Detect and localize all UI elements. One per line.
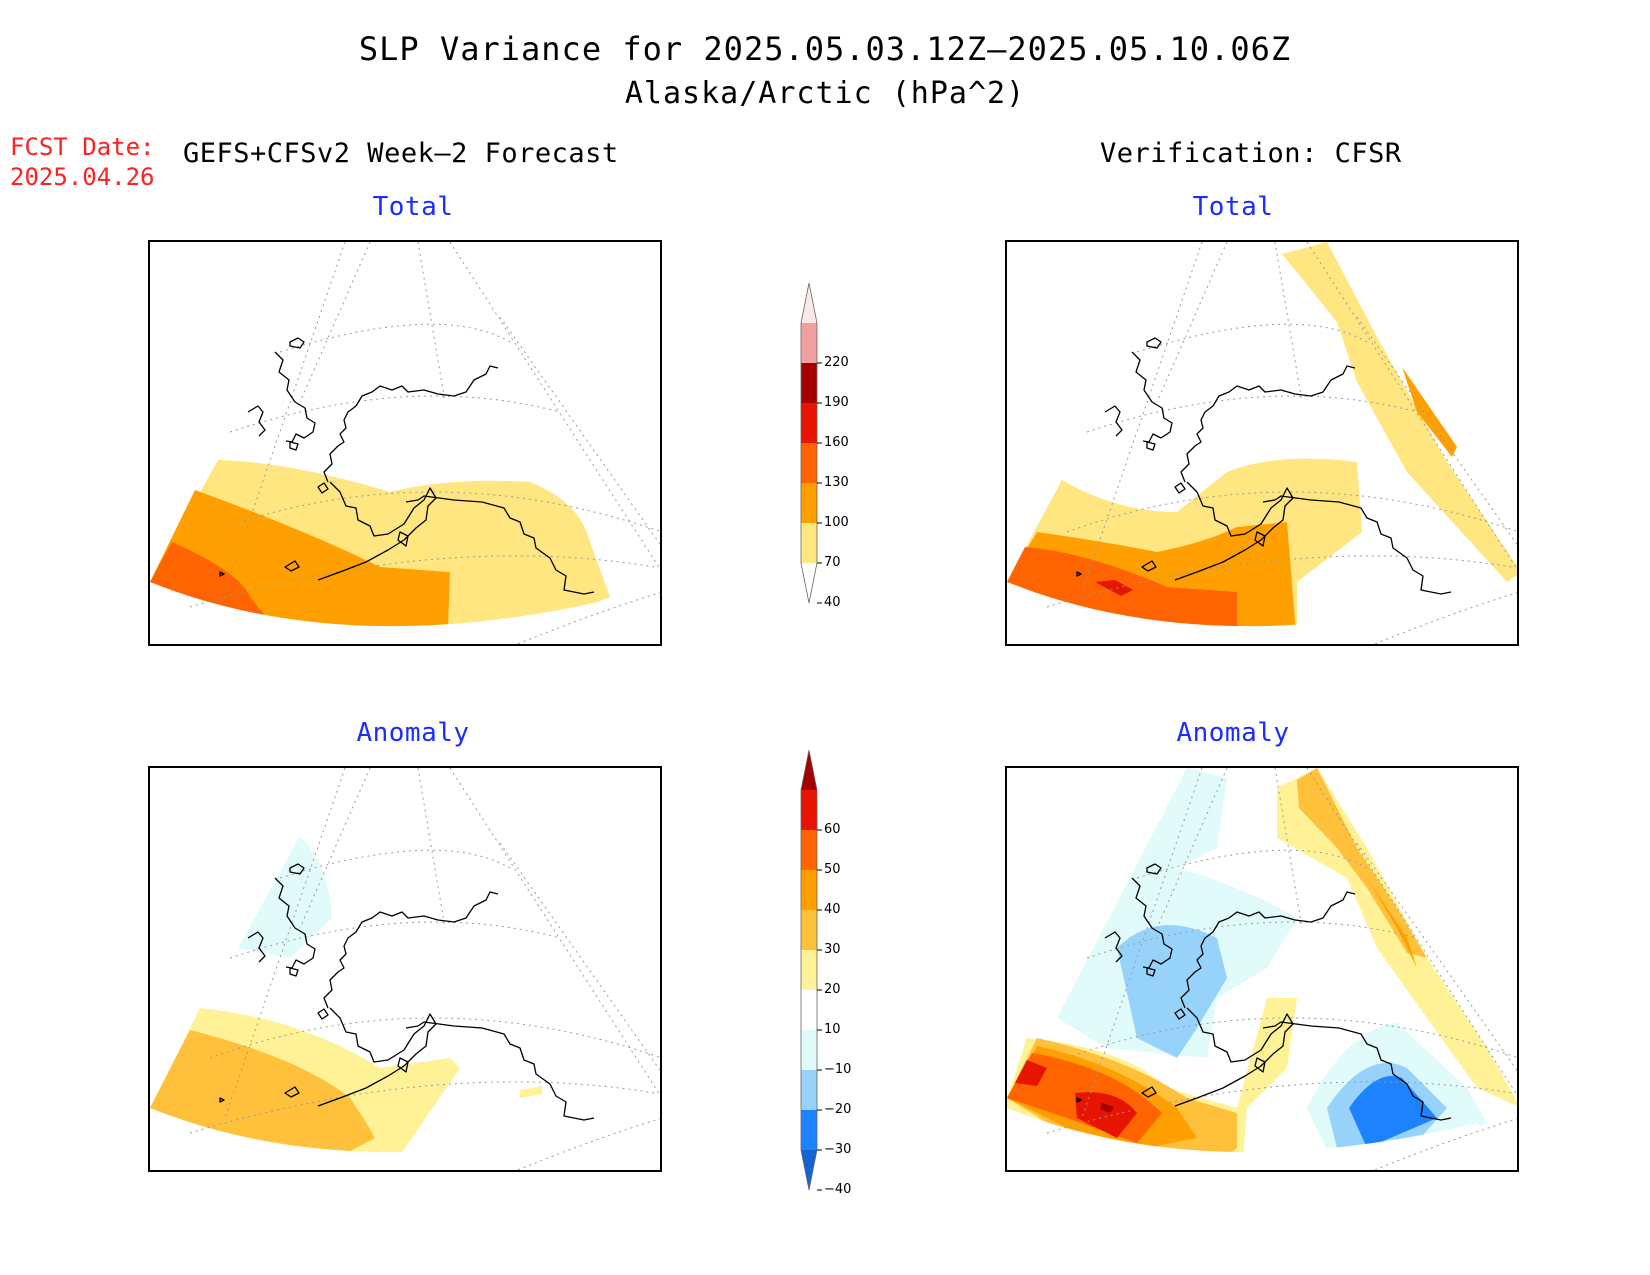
shade-20-30-band — [1297, 768, 1427, 958]
colorbar-band — [801, 910, 817, 950]
colorbar-band — [801, 483, 817, 523]
colorbar-band — [801, 363, 817, 403]
colorbar-label: 130 — [824, 475, 849, 490]
colorbar-label: 10 — [824, 1022, 841, 1037]
shade-130-160 — [1095, 580, 1133, 596]
colorbar-band — [801, 323, 817, 363]
forecast-anomaly-subtitle: Anomaly — [356, 718, 470, 748]
shade-40-70-band — [1282, 242, 1517, 582]
shade-gt60-south — [1100, 1103, 1114, 1113]
colorbar-label: 40 — [824, 902, 841, 917]
colorbar-band — [801, 1110, 817, 1150]
shade-m10-m20 — [238, 836, 332, 958]
colorbar-band — [801, 1070, 817, 1110]
shade-10-20-band — [1277, 768, 1517, 1107]
colorbar-band — [801, 523, 817, 563]
total-colorbar — [800, 283, 822, 604]
forecast-total-map — [148, 240, 662, 646]
verify-total-map-svg — [1007, 242, 1517, 644]
anomaly-colorbar-bands — [800, 750, 818, 1191]
main-title: SLP Variance for 2025.05.03.12Z–2025.05.… — [358, 30, 1292, 68]
colorbar-label: 20 — [824, 982, 841, 997]
colorbar-band — [801, 990, 817, 1030]
colorbar-band — [801, 830, 817, 870]
colorbar-label: 60 — [824, 822, 841, 837]
fcst-date-value: 2025.04.26 — [10, 163, 155, 191]
forecast-anomaly-map — [148, 766, 662, 1172]
anomaly-colorbar — [800, 750, 822, 1191]
colorbar-label: 70 — [824, 555, 841, 570]
total-colorbar-bands — [800, 283, 818, 604]
verify-anomaly-map-svg — [1007, 768, 1517, 1170]
colorbar-label: −10 — [824, 1062, 852, 1077]
colorbar-label: 190 — [824, 395, 849, 410]
colorbar-band — [801, 950, 817, 990]
colorbar-bottom-triangle — [801, 1150, 817, 1190]
shade-10-20-small — [520, 1086, 542, 1098]
colorbar-bottom-triangle — [801, 563, 817, 603]
verification-header: Verification: CFSR — [1100, 138, 1402, 169]
shade-m30-m40 — [1349, 1076, 1437, 1148]
colorbar-label: 50 — [824, 862, 841, 877]
verify-anomaly-subtitle: Anomaly — [1176, 718, 1290, 748]
colorbar-label: 160 — [824, 435, 849, 450]
colorbar-label: 30 — [824, 942, 841, 957]
colorbar-label: −20 — [824, 1102, 852, 1117]
colorbar-label: 40 — [824, 595, 841, 610]
colorbar-top-triangle — [801, 283, 817, 323]
verify-total-subtitle: Total — [1192, 192, 1274, 222]
shade-m10-m20-north — [1057, 768, 1297, 1058]
colorbar-label: 220 — [824, 355, 849, 370]
verify-anomaly-map — [1005, 766, 1519, 1172]
fcst-date-label: FCST Date: — [10, 133, 155, 161]
colorbar-band — [801, 1030, 817, 1070]
shade-50-60-south — [1015, 1060, 1137, 1138]
colorbar-band — [801, 443, 817, 483]
colorbar-band — [801, 790, 817, 830]
colorbar-top-triangle — [801, 750, 817, 790]
colorbar-label: 100 — [824, 515, 849, 530]
forecast-total-map-svg — [150, 242, 660, 644]
colorbar-band — [801, 403, 817, 443]
colorbar-label: −40 — [824, 1182, 852, 1197]
verify-total-map — [1005, 240, 1519, 646]
forecast-anomaly-map-svg — [150, 768, 660, 1170]
forecast-total-subtitle: Total — [372, 192, 454, 222]
colorbar-label: −30 — [824, 1142, 852, 1157]
forecast-header: GEFS+CFSv2 Week–2 Forecast — [183, 138, 619, 169]
colorbar-band — [801, 870, 817, 910]
main-subtitle: Alaska/Arctic (hPa^2) — [624, 76, 1026, 111]
shade-70-100-band — [1402, 367, 1457, 457]
